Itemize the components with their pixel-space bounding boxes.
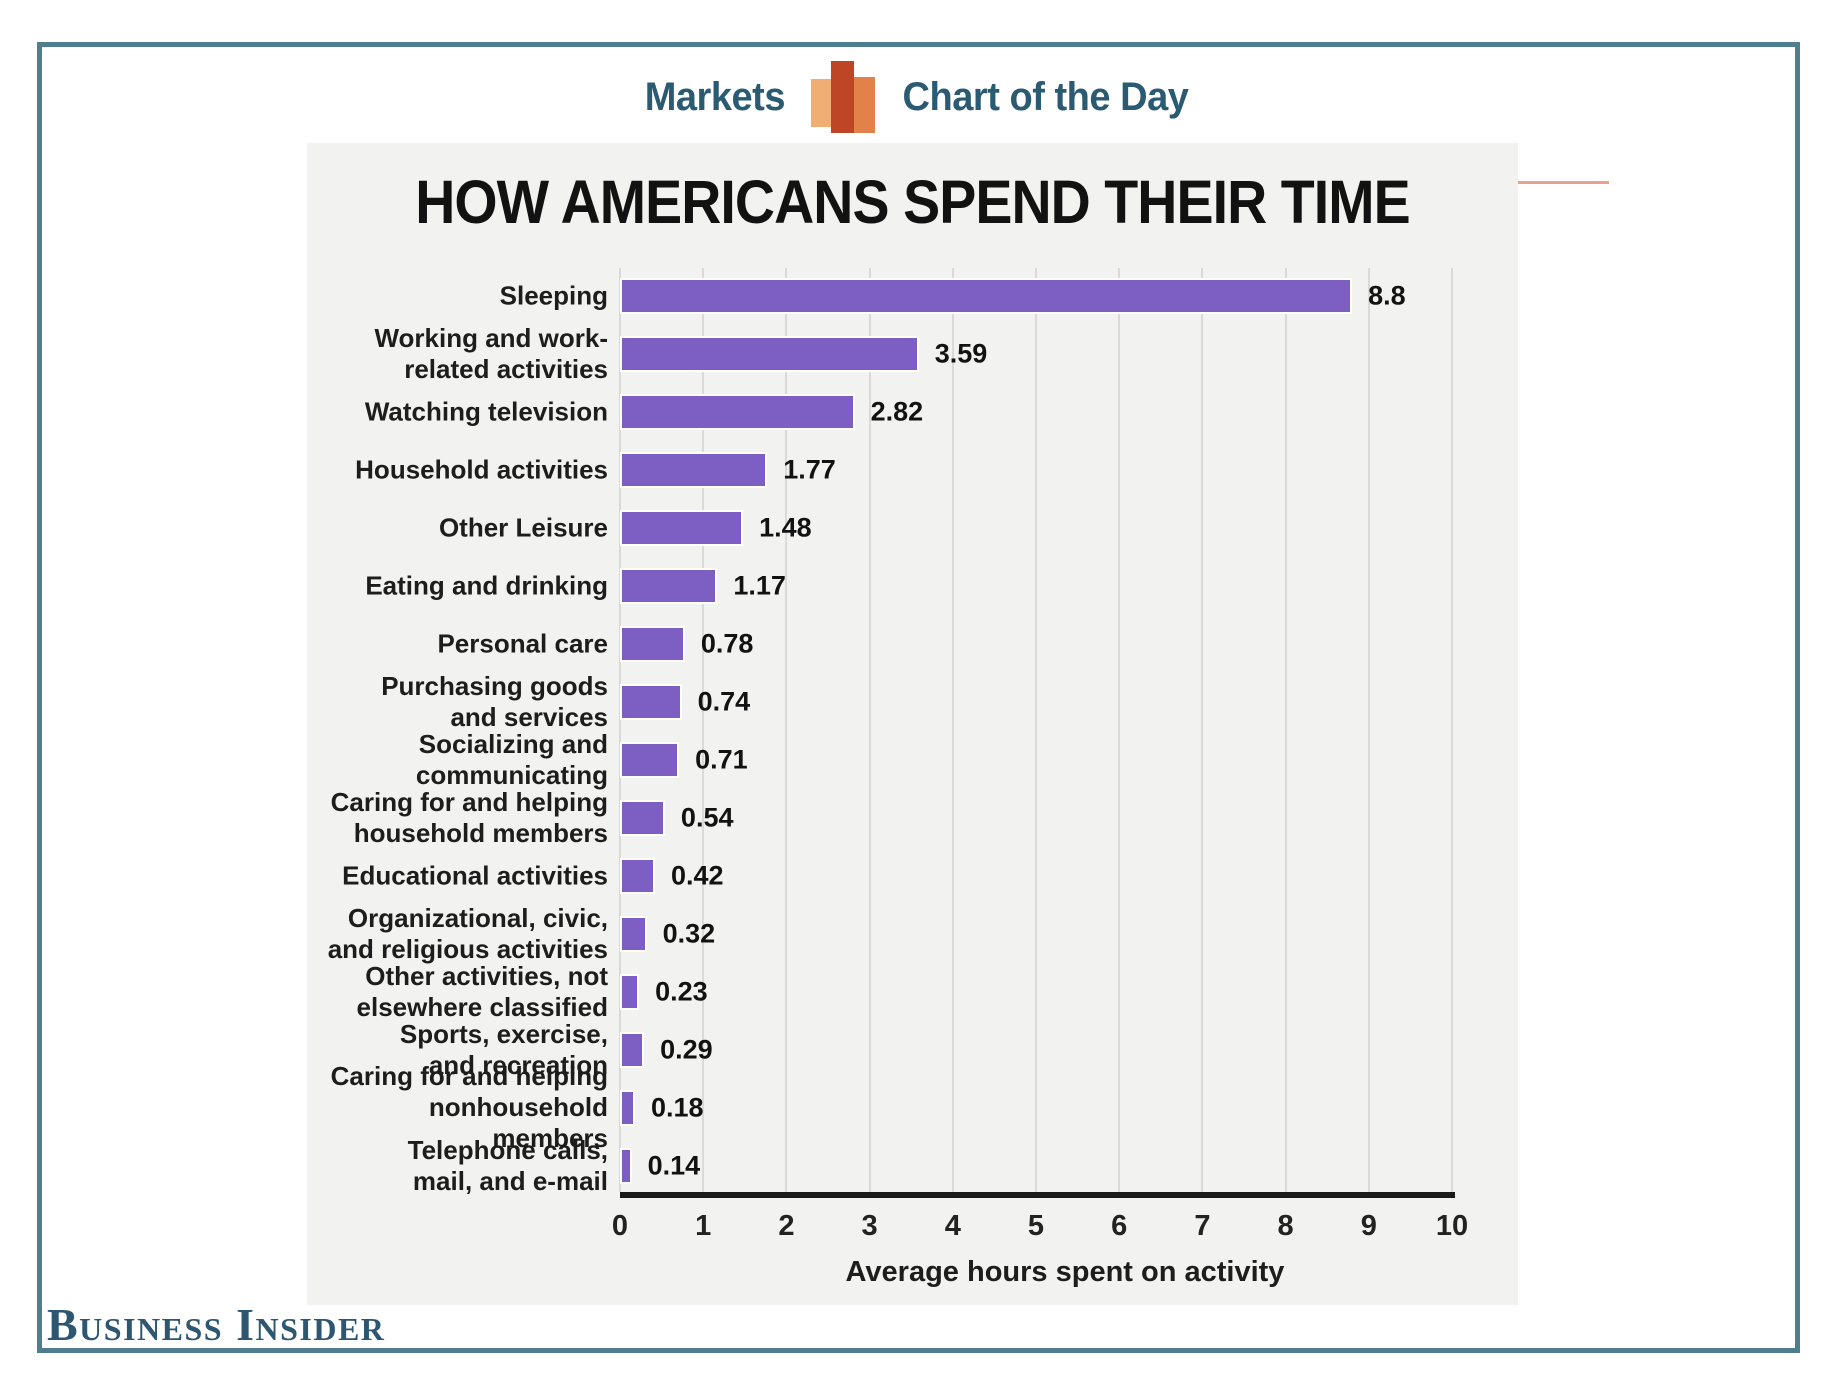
- bar-value-label: 0.14: [647, 1150, 701, 1181]
- x-axis-title: Average hours spent on activity: [845, 1256, 1285, 1288]
- gridline-10: [1451, 268, 1453, 1192]
- bar-value-label: 2.82: [870, 396, 924, 427]
- category-label: Sports, exercise, and recreation: [399, 1018, 608, 1080]
- x-tick-label-7: 7: [1194, 1210, 1211, 1242]
- gridline-3: [868, 268, 871, 1192]
- bar: [620, 684, 682, 720]
- bar: [620, 800, 665, 836]
- category-label: Caring for and helping nonhousehold memb…: [330, 1061, 608, 1154]
- bar: [620, 626, 685, 662]
- bar: [620, 568, 718, 604]
- category-label: Educational activities: [342, 860, 608, 891]
- category-label: Sleeping: [499, 280, 608, 311]
- chart-title: HOW AMERICANS SPEND THEIR TIME: [415, 168, 1410, 236]
- bar: [620, 1148, 632, 1184]
- category-label: Household activities: [355, 454, 608, 485]
- x-tick-label-10: 10: [1435, 1210, 1469, 1242]
- x-axis-line: [620, 1192, 1455, 1198]
- x-tick-label-0: 0: [611, 1210, 629, 1242]
- bar-chart-icon-middle-bar: [830, 61, 854, 133]
- gridline-5: [1035, 268, 1037, 1192]
- gridline-6: [1118, 268, 1121, 1192]
- x-tick-label-3: 3: [861, 1210, 878, 1242]
- x-tick-label-2: 2: [778, 1210, 795, 1242]
- plot-area: Average hours spent on activity 0 1 2 3 4 5 6 7…: [328, 268, 1468, 1288]
- x-tick-label-8: 8: [1277, 1210, 1294, 1242]
- x-tick-label-6: 6: [1111, 1210, 1128, 1242]
- bar: [620, 858, 655, 894]
- bar-value-label: 0.71: [695, 744, 748, 775]
- x-tick-label-4: 4: [944, 1210, 961, 1242]
- category-label: Telephone calls, mail, and e-mail: [407, 1134, 608, 1196]
- bar: [620, 916, 647, 952]
- category-label: Other activities, not elsewhere classifi…: [356, 960, 608, 1022]
- bar: [620, 336, 919, 372]
- gridline-1: [702, 268, 705, 1192]
- gridline-9: [1367, 268, 1370, 1192]
- gridline-8: [1284, 268, 1287, 1192]
- bar: [620, 974, 640, 1010]
- category-label: Purchasing goods and services: [381, 670, 608, 732]
- bar-value-label: 0.78: [700, 628, 754, 659]
- bar-value-label: 0.54: [680, 802, 734, 833]
- x-tick-label-1: 1: [695, 1210, 712, 1242]
- bar: [620, 278, 1353, 314]
- x-tick-label-5: 5: [1027, 1210, 1045, 1242]
- category-label: Eating and drinking: [365, 570, 608, 601]
- category-label: Socializing and communicating: [415, 728, 608, 790]
- x-tick-label-9: 9: [1360, 1210, 1377, 1242]
- gridline-7: [1201, 268, 1204, 1192]
- markets-label: Markets: [644, 74, 786, 119]
- bar-value-label: 1.17: [733, 570, 786, 601]
- bar-value-label: 3.59: [934, 338, 988, 369]
- category-label: Organizational, civic, and religious act…: [327, 902, 608, 964]
- category-label: Personal care: [437, 628, 608, 659]
- bar-value-label: 8.8: [1368, 280, 1406, 311]
- bar: [620, 452, 768, 488]
- gridline-2: [785, 268, 788, 1192]
- bar: [620, 510, 744, 546]
- business-insider-logo: Business Insider: [47, 1299, 386, 1350]
- bar-chart-icon: [809, 61, 875, 133]
- header: Markets Chart of the Day: [42, 61, 1795, 133]
- category-label: Watching television: [364, 396, 608, 427]
- bar-value-label: 0.23: [655, 976, 708, 1007]
- category-label: Working and work- related activities: [374, 322, 608, 384]
- bar-value-label: 0.18: [650, 1092, 704, 1123]
- gridline-0: [619, 268, 621, 1192]
- gridline-4: [951, 268, 954, 1192]
- bar-value-label: 1.48: [759, 512, 812, 543]
- bar: [620, 394, 855, 430]
- chart-of-the-day-label: Chart of the Day: [902, 74, 1189, 119]
- bar-value-label: 0.29: [660, 1034, 713, 1065]
- bar-value-label: 0.74: [697, 686, 751, 717]
- chart-panel: HOW AMERICANS SPEND THEIR TIME Average h…: [307, 143, 1518, 1305]
- category-label: Other Leisure: [438, 512, 608, 543]
- bar-value-label: 0.42: [670, 860, 724, 891]
- bar-value-label: 1.77: [783, 454, 836, 485]
- bar: [620, 742, 680, 778]
- bar-value-label: 0.32: [662, 918, 716, 949]
- category-label: Caring for and helping household members: [330, 786, 608, 848]
- bar: [620, 1090, 635, 1126]
- bar: [620, 1032, 645, 1068]
